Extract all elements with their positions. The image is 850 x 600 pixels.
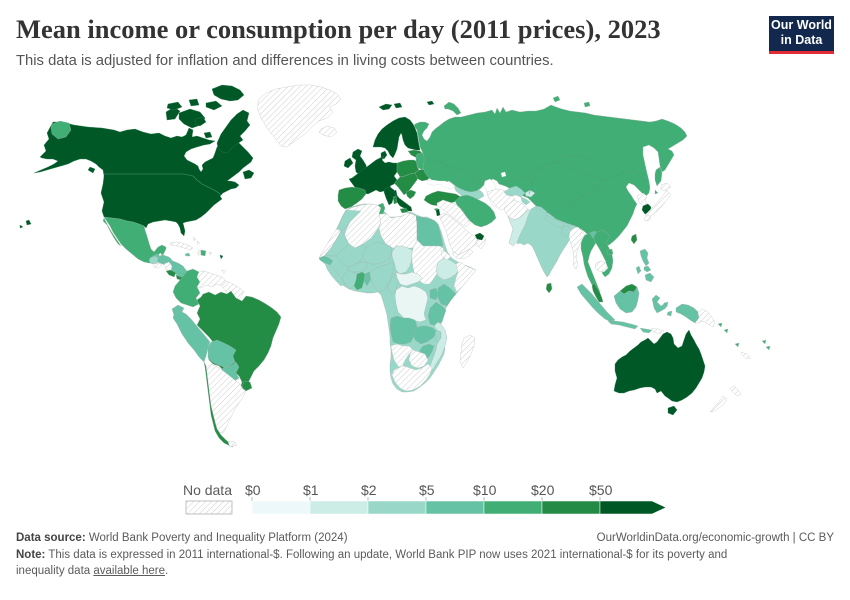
svg-text:$2: $2: [361, 482, 377, 498]
svg-text:No data: No data: [183, 482, 232, 498]
svg-text:$20: $20: [531, 482, 555, 498]
svg-text:$50: $50: [589, 482, 613, 498]
svg-text:$10: $10: [473, 482, 497, 498]
svg-text:$1: $1: [303, 482, 319, 498]
svg-text:$0: $0: [245, 482, 261, 498]
svg-text:$5: $5: [419, 482, 435, 498]
